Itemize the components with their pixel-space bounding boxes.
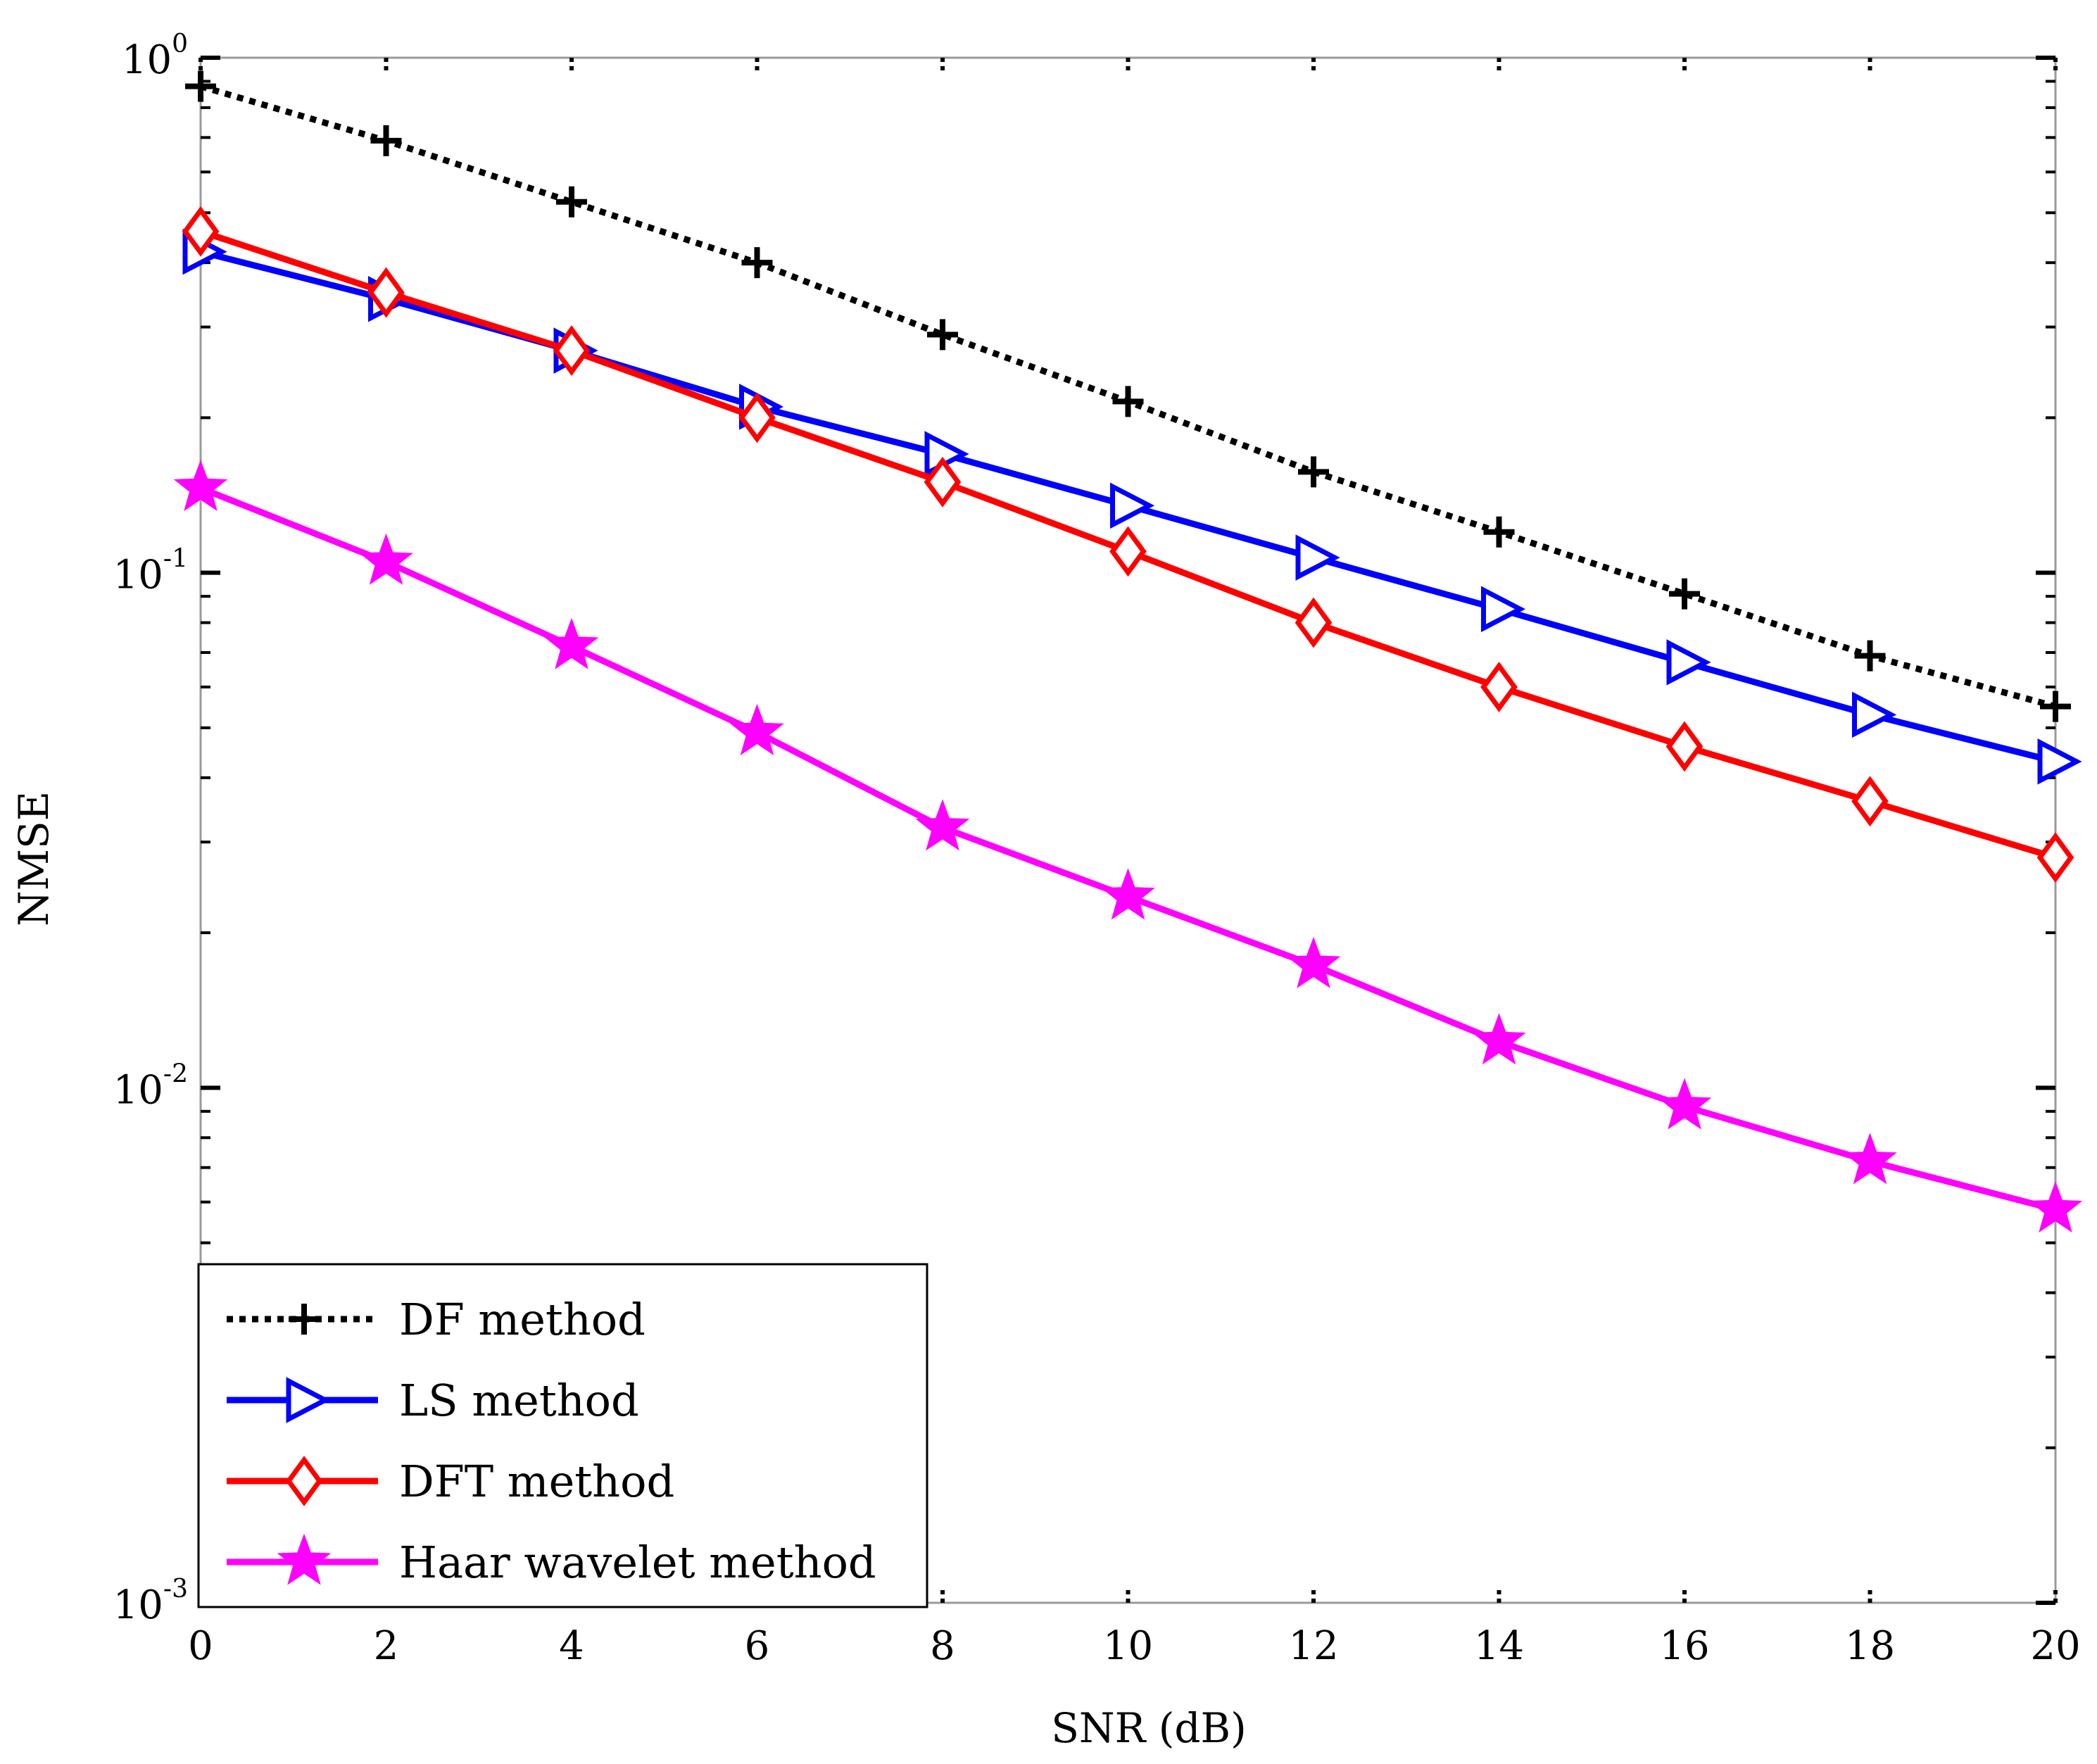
x-tick-label: 14	[1474, 1623, 1524, 1669]
data-point	[370, 125, 402, 156]
data-point	[2028, 1181, 2083, 1233]
data-point	[1295, 597, 1333, 648]
legend-marker	[286, 1377, 331, 1423]
data-point	[2037, 738, 2082, 785]
legend-entry: DF method	[227, 1294, 646, 1345]
x-tick-label: 10	[1103, 1623, 1153, 1669]
data-point	[182, 206, 220, 257]
data-point	[1109, 526, 1147, 577]
y-tick-label: 10-1	[113, 545, 188, 598]
series-df-method	[185, 70, 2071, 722]
data-point	[185, 70, 216, 102]
data-point	[1472, 1013, 1526, 1065]
legend-marker	[289, 1304, 320, 1335]
series-haar-wavelet-method	[173, 460, 2083, 1233]
data-point	[1480, 662, 1518, 712]
y-tick-label: 10-3	[113, 1575, 188, 1628]
data-point	[1286, 936, 1341, 988]
data-point	[924, 456, 962, 508]
x-axis-title: SNR (dB)	[1051, 1704, 1247, 1752]
y-axis-title: NMSE	[10, 791, 58, 926]
data-point	[1665, 721, 1704, 772]
data-point	[556, 186, 587, 218]
x-tick-label: 4	[559, 1623, 584, 1669]
legend-label: DF method	[399, 1294, 646, 1345]
x-tick-label: 2	[374, 1623, 399, 1669]
y-tick-label: 100	[122, 30, 188, 83]
data-point	[1483, 516, 1515, 548]
legend-label: DFT method	[399, 1456, 674, 1507]
data-point	[2040, 691, 2071, 722]
data-point	[1112, 386, 1144, 417]
data-point	[1110, 482, 1155, 529]
data-point	[1481, 586, 1526, 633]
data-point	[553, 325, 591, 376]
series-dft-method	[182, 206, 2074, 883]
x-tick-label: 12	[1288, 1623, 1338, 1669]
data-point	[367, 267, 405, 318]
x-tick-label: 16	[1659, 1623, 1709, 1669]
legend-marker	[277, 1533, 332, 1585]
x-tick-label: 18	[1845, 1623, 1895, 1669]
data-point	[1851, 776, 1889, 827]
x-tick-label: 0	[188, 1623, 213, 1669]
data-point	[2036, 832, 2074, 883]
data-point	[173, 460, 228, 511]
data-point	[915, 799, 970, 851]
legend-entry: DFT method	[227, 1456, 674, 1507]
data-point	[1298, 456, 1329, 488]
legend-label: Haar wavelet method	[399, 1537, 876, 1588]
x-tick-label: 8	[930, 1623, 955, 1669]
data-point	[1101, 868, 1155, 920]
legend-entry: Haar wavelet method	[227, 1533, 876, 1588]
data-point	[738, 392, 776, 443]
legend-label: LS method	[399, 1375, 639, 1426]
data-point	[1657, 1078, 1712, 1130]
data-point	[730, 703, 784, 756]
data-point	[1854, 640, 1886, 672]
data-point	[1669, 578, 1700, 610]
y-tick-label: 10-2	[113, 1059, 188, 1113]
data-point	[1843, 1133, 1897, 1185]
data-point	[1295, 534, 1340, 581]
data-point	[1852, 691, 1897, 738]
data-point	[927, 319, 958, 351]
x-tick-label: 20	[2030, 1623, 2080, 1669]
data-point	[544, 617, 599, 669]
data-point	[741, 247, 773, 279]
legend-entry: LS method	[227, 1375, 639, 1426]
legend-marker	[285, 1456, 323, 1506]
data-point	[359, 533, 413, 585]
data-point	[1666, 639, 1711, 686]
x-tick-label: 6	[745, 1623, 770, 1669]
